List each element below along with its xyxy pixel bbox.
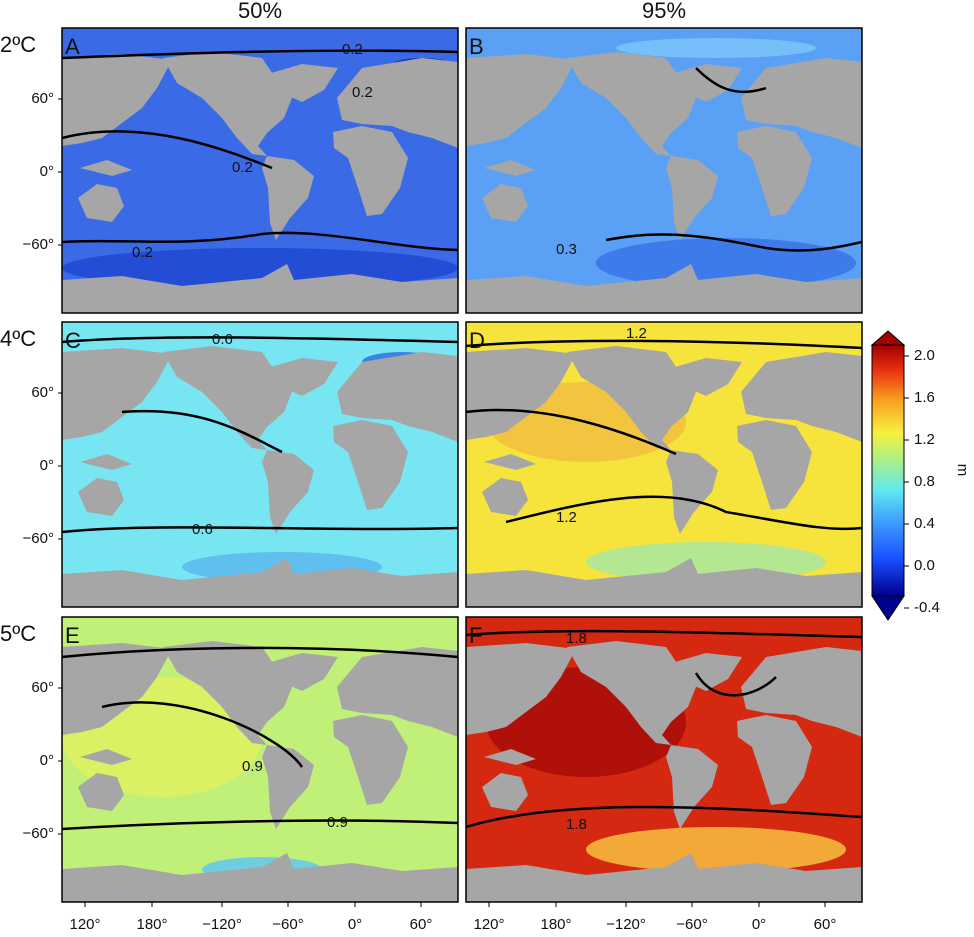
contour-line xyxy=(465,805,863,829)
contour-line xyxy=(61,231,459,252)
contour-line xyxy=(121,409,283,454)
panel-letter: F xyxy=(469,623,482,648)
ocean-field xyxy=(586,827,846,872)
lat-tick-label: 60° xyxy=(31,384,54,401)
panel-frame xyxy=(465,27,863,314)
map-panel: D 1.2 1.2 xyxy=(465,321,863,608)
contour-label: 0.2 xyxy=(232,159,253,176)
contour-line xyxy=(605,233,863,252)
lat-tick-label: 0° xyxy=(40,457,54,474)
lon-tick-label: 180° xyxy=(540,916,571,933)
contour-label: 1.8 xyxy=(566,816,587,833)
colorbar xyxy=(871,344,905,597)
lon-tick-label: −120° xyxy=(606,916,646,933)
contour-line xyxy=(61,49,459,60)
contour-line xyxy=(101,701,304,768)
contour-line xyxy=(61,130,273,170)
lat-tick-label: 0° xyxy=(40,752,54,769)
lon-tick-label: 60° xyxy=(814,916,837,933)
map-panel: E 0.9 0.9 xyxy=(61,616,459,903)
panel-frame xyxy=(61,27,459,314)
lat-tick-label: −60° xyxy=(23,236,54,253)
panel-letter: E xyxy=(65,623,80,648)
column-header: 95% xyxy=(642,0,686,23)
panel-frame xyxy=(465,616,863,903)
contour-line xyxy=(505,495,863,531)
contour-label: 0.2 xyxy=(352,84,373,101)
lat-tick-label: −60° xyxy=(23,825,54,842)
colorbar-unit: m xyxy=(954,464,971,477)
panel-letter: B xyxy=(469,34,484,59)
lon-tick-label: −120° xyxy=(202,916,242,933)
colorbar-tick-label: 2.0 xyxy=(914,347,935,364)
contour-label: 0.2 xyxy=(342,41,363,58)
lon-tick-label: 60° xyxy=(410,916,433,933)
lat-tick-label: 60° xyxy=(31,679,54,696)
panel-letter: D xyxy=(469,328,485,353)
colorbar-tick-label: 0.4 xyxy=(914,515,935,532)
contour-label: 1.2 xyxy=(556,509,577,526)
colorbar-max xyxy=(870,330,906,346)
map-panel: B 0.3 xyxy=(465,27,863,314)
lon-tick-label: 0° xyxy=(348,916,362,933)
contour-label: 0.6 xyxy=(212,331,233,348)
lon-tick-label: 180° xyxy=(136,916,167,933)
colorbar-tick-label: 1.2 xyxy=(914,431,935,448)
map-panel: A 0.2 0.2 0.2 0.2 xyxy=(61,27,459,314)
map-panel: F 1.8 1.8 xyxy=(465,616,863,903)
contour-label: 0.3 xyxy=(556,241,577,258)
lat-tick-label: 60° xyxy=(31,90,54,107)
panel-letter: C xyxy=(65,328,81,353)
contour-label: 0.2 xyxy=(132,244,153,261)
lon-tick-label: −60° xyxy=(676,916,707,933)
contour-line xyxy=(61,819,459,831)
contour-line xyxy=(61,336,459,344)
colorbar-tick-label: -0.4 xyxy=(914,599,940,616)
contour-line xyxy=(61,526,459,534)
contour-line xyxy=(465,408,677,456)
map-panel: C 0.6 0.6 xyxy=(61,321,459,608)
lon-tick-label: 0° xyxy=(752,916,766,933)
ocean-field xyxy=(616,38,816,58)
contour-label: 0.9 xyxy=(327,814,348,831)
colorbar-tick-label: 1.6 xyxy=(914,389,935,406)
lat-tick-label: −60° xyxy=(23,530,54,547)
colorbar-min xyxy=(871,595,905,621)
panel-frame xyxy=(61,616,459,903)
colorbar-tick-label: 0.8 xyxy=(914,473,935,490)
contour-label: 0.9 xyxy=(242,758,263,775)
lat-tick-label: 0° xyxy=(40,163,54,180)
row-label: 5ºC xyxy=(0,621,36,646)
contour-line xyxy=(465,339,863,350)
lon-tick-label: 120° xyxy=(69,916,100,933)
row-label: 4ºC xyxy=(0,326,36,351)
panel-frame xyxy=(61,321,459,608)
contour-line xyxy=(694,672,777,697)
contour-label: 1.2 xyxy=(626,325,647,342)
row-label: 2ºC xyxy=(0,32,36,57)
contour-line xyxy=(61,646,459,659)
column-header: 50% xyxy=(238,0,282,23)
contour-label: 1.8 xyxy=(566,630,587,647)
contour-line xyxy=(695,67,767,94)
panel-letter: A xyxy=(65,34,80,59)
contour-label: 0.6 xyxy=(192,521,213,538)
colorbar-tick-label: 0.0 xyxy=(914,557,935,574)
lon-tick-label: −60° xyxy=(272,916,303,933)
contour-line xyxy=(465,629,863,639)
panel-frame xyxy=(465,321,863,608)
lon-tick-label: 120° xyxy=(473,916,504,933)
